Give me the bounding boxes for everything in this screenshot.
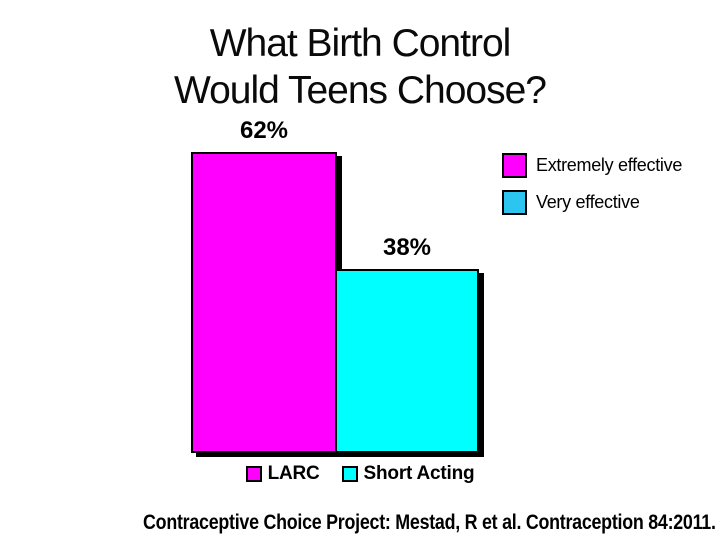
legend-row-extremely-effective: Extremely effective xyxy=(502,153,682,178)
legend-row-very-effective: Very effective xyxy=(502,190,682,215)
magenta-swatch-small-icon xyxy=(245,466,262,482)
effectiveness-legend: Extremely effective Very effective xyxy=(502,153,682,227)
bar-value-label-larc: 62% xyxy=(239,117,289,144)
legend-label-extremely-effective: Extremely effective xyxy=(536,155,683,175)
category-legend-item-short-acting: Short Acting xyxy=(341,463,475,485)
slide-title: What Birth Control Would Teens Choose? xyxy=(0,20,720,114)
legend-label-very-effective: Very effective xyxy=(536,192,640,212)
cyan-swatch-small-icon xyxy=(341,466,358,482)
cyan-swatch-icon xyxy=(502,190,527,215)
bar-value-label-short-acting: 38% xyxy=(382,234,432,261)
slide-title-line2: Would Teens Choose? xyxy=(174,69,547,112)
bar-short-acting xyxy=(335,269,479,453)
category-label-short-acting: Short Acting xyxy=(363,463,475,484)
bar-larc xyxy=(191,152,337,453)
category-legend: LARC Short Acting xyxy=(0,463,720,485)
category-label-larc: LARC xyxy=(267,463,320,484)
magenta-swatch-icon xyxy=(502,153,527,178)
category-legend-item-larc: LARC xyxy=(245,463,320,485)
citation-text: Contraceptive Choice Project: Mestad, R … xyxy=(143,511,716,534)
slide-title-line1: What Birth Control xyxy=(209,22,512,65)
